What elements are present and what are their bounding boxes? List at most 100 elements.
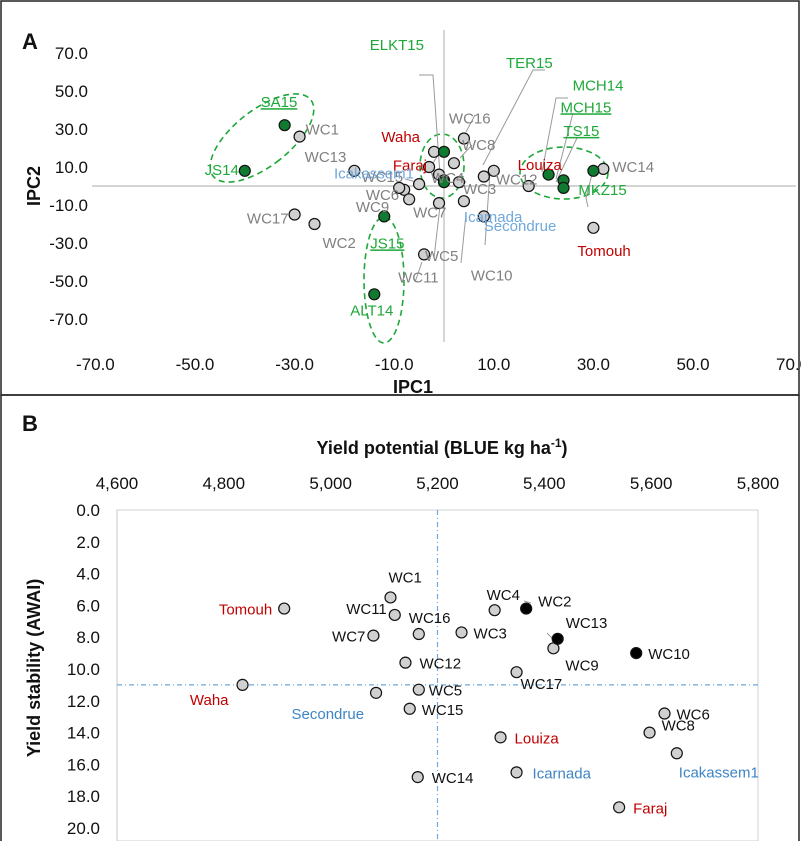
panel-a-point-wc5 <box>432 197 446 210</box>
panel-b-label-wc12: WC12 <box>419 656 461 673</box>
panel-b-point-tomouh <box>278 602 291 615</box>
panel-a-label-louiza: Louiza <box>518 157 563 174</box>
panel-b-label-wc8: WC8 <box>662 718 695 735</box>
panel-a-point-mkz15 <box>587 164 600 177</box>
panel-b-label-wc9: WC9 <box>565 657 598 674</box>
leader-mkz15 <box>585 173 593 208</box>
panel-a-point-elkt15 <box>437 145 451 158</box>
panel-a-x-tick-label: 70.0 <box>776 355 801 374</box>
panel-b-label-faraj: Faraj <box>633 800 667 817</box>
panel-b-y-tick-label: 6.0 <box>76 596 100 615</box>
panel-a-point-wc12 <box>477 170 490 183</box>
panel-b-y-tick-label: 14.0 <box>67 724 100 743</box>
panel-a-label-wc12: WC12 <box>496 172 538 189</box>
panel-a-label-wc5: WC5 <box>425 248 458 265</box>
panel-a-label-wc16: WC16 <box>449 111 491 128</box>
panel-a-label-wc11: WC11 <box>398 269 439 286</box>
panel-b-points <box>236 591 683 814</box>
panel-b-point-wc13 <box>551 632 564 645</box>
panel-a-plot: -70.0 -50.0 -30.0 -10.0 10.0 30.0 50.0 70.0 70.0… <box>24 30 801 397</box>
panel-b-labels: WC1 WC2 WC3 WC4 WC5 WC6 WC7 WC8 WC9 WC10 WC11 WC12 W… <box>190 569 759 817</box>
panel-a-leader-lines <box>404 69 593 283</box>
panel-b-plot: 4,600 4,800 5,000 5,200 5,400 5,600 5,800 0.0 2.… <box>24 436 779 841</box>
panel-a-label-wc1: WC1 <box>306 122 339 139</box>
cluster-ellipse-js15-alt14 <box>363 216 405 344</box>
panel-b-x-tick-label: 4,600 <box>96 474 139 493</box>
panel-a-point-wc7 <box>403 193 416 206</box>
leader-ter15 <box>482 69 545 166</box>
panel-a-label-wc9: WC9 <box>356 199 389 216</box>
panel-b-y-tick-label: 8.0 <box>76 628 100 647</box>
panel-b-point-wc15 <box>403 702 416 715</box>
panel-b-label-wc3: WC3 <box>474 625 507 642</box>
panel-a-point-ts15 <box>557 181 570 194</box>
panel-a-point-wc2 <box>308 217 321 231</box>
panel-b-point-louiza <box>494 731 507 744</box>
panel-a-label-ter15: TER15 <box>506 55 553 72</box>
panel-b-label-wc1: WC1 <box>388 569 421 586</box>
leader-mch14 <box>541 97 568 173</box>
panel-a-label-js15: JS15 <box>370 235 404 252</box>
panel-a-label-wc4: WC4 <box>431 170 464 187</box>
panel-a-label-wc10: WC10 <box>471 267 513 284</box>
panel-b-point-wc6 <box>658 707 671 720</box>
leader-wc11 <box>414 261 423 283</box>
panel-a-x-tick-label: -30.0 <box>275 355 314 374</box>
leader-elkt15 <box>419 74 441 176</box>
panel-a-point-alt14 <box>368 288 381 301</box>
panel-a-label-wc3: WC3 <box>463 181 496 198</box>
panel-b-label-icakassem1: Icakassem1 <box>679 764 759 781</box>
panel-a-y-axis-title: IPC2 <box>24 166 44 206</box>
panel-a-y-tick-label: 50.0 <box>55 82 88 101</box>
panel-a-label-mkz15: MKZ15 <box>578 182 626 199</box>
panel-a-point-wc14 <box>597 162 610 175</box>
panel-a-x-tick-label: -70.0 <box>76 355 115 374</box>
panel-b-y-tick-label: 10.0 <box>67 660 100 679</box>
panel-b-ticks: 4,600 4,800 5,000 5,200 5,400 5,600 5,800 0.0 2.… <box>67 474 779 838</box>
panel-b-label-wc10: WC10 <box>648 646 690 663</box>
panel-b-label-secondrue: Secondrue <box>292 706 365 723</box>
panel-b-label-wc14: WC14 <box>432 770 474 787</box>
panel-b-y-tick-label: 18.0 <box>67 787 100 806</box>
panel-b-x-tick-label: 5,200 <box>416 474 459 493</box>
panel-b-x-tick-label: 5,000 <box>309 474 352 493</box>
panel-a-x-tick-label: 50.0 <box>676 355 709 374</box>
panel-a-y-tick-label: -30.0 <box>49 234 88 253</box>
panel-b-point-wc10 <box>630 646 643 660</box>
panel-b-label-waha: Waha <box>190 692 229 709</box>
panel-a-x-axis-title: IPC1 <box>393 377 433 397</box>
panel-a-point-wc8 <box>447 157 461 170</box>
panel-a-point-js14 <box>238 164 251 177</box>
panel-a-label-alt14: ALT14 <box>350 302 393 319</box>
panel-b-y-tick-label: 2.0 <box>76 533 100 552</box>
leader-wc5 <box>433 205 441 259</box>
panel-b-point-wc5 <box>412 683 425 696</box>
panel-b-y-tick-label: 12.0 <box>67 692 100 711</box>
panel-b-point-wc2 <box>520 602 533 615</box>
panel-a-y-tick-label: -10.0 <box>49 196 88 215</box>
panel-a-label-elkt15: ELKT15 <box>370 37 424 54</box>
leader-secondrue <box>484 171 491 246</box>
panel-b-x-tick-label: 4,800 <box>203 474 246 493</box>
panel-b-point-wc7 <box>367 629 380 642</box>
panel-b-point-wc1 <box>384 591 397 604</box>
panel-b-x-tick-label: 5,600 <box>630 474 673 493</box>
panel-b-label-wc15: WC15 <box>422 702 464 719</box>
panel-b-point-wc16 <box>412 627 425 641</box>
panel-b-x-axis-title-main: Yield potential (BLUE kg ha <box>316 438 551 458</box>
panel-b-y-tick-label: 16.0 <box>67 755 100 774</box>
panel-a-label-wc7: WC7 <box>413 204 446 221</box>
panel-a-points <box>238 119 610 301</box>
panel-b-y-tick-label: 4.0 <box>76 565 100 584</box>
panel-a-x-tick-label: 10.0 <box>477 355 510 374</box>
panel-b-point-faraj <box>613 801 626 814</box>
panel-b-x-axis-title: Yield potential (BLUE kg ha-1) <box>316 436 567 458</box>
panel-a-point-js15 <box>378 210 391 223</box>
panel-a-label-secondrue: Secondrue <box>484 218 557 235</box>
panel-b-y-axis-title: Yield stability (AWAI) <box>24 579 44 757</box>
panel-b-point-wc11 <box>388 608 401 622</box>
panel-a-y-tick-label: 10.0 <box>55 158 88 177</box>
panel-b-y-tick-label: 0.0 <box>76 501 100 520</box>
panel-a-label-ts15: TS15 <box>564 123 600 140</box>
